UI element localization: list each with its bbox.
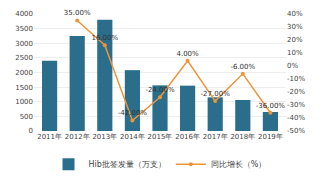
svg-text:0: 0 (29, 127, 33, 135)
svg-text:2000: 2000 (15, 69, 33, 77)
svg-text:20%: 20% (287, 36, 303, 44)
svg-text:2016年: 2016年 (175, 133, 200, 141)
svg-text:10%: 10% (287, 49, 303, 57)
svg-text:-30%: -30% (287, 101, 305, 109)
svg-text:-27.00%: -27.00% (201, 90, 231, 98)
svg-text:2014年: 2014年 (120, 133, 145, 141)
svg-text:-40%: -40% (287, 114, 305, 122)
svg-text:2011年: 2011年 (37, 133, 62, 141)
svg-text:-6.00%: -6.00% (230, 63, 255, 71)
svg-text:-10%: -10% (287, 75, 305, 83)
svg-text:4000: 4000 (15, 10, 33, 18)
svg-text:30%: 30% (287, 23, 303, 31)
svg-text:-36.00%: -36.00% (256, 102, 286, 110)
svg-text:2018年: 2018年 (230, 133, 255, 141)
svg-text:Hib批签发量（万支）: Hib批签发量（万支） (89, 160, 166, 169)
svg-text:-20%: -20% (287, 88, 305, 96)
svg-text:同比增长（%）: 同比增长（%） (211, 160, 267, 169)
svg-text:-42.00%: -42.00% (118, 109, 148, 117)
svg-text:2500: 2500 (15, 54, 33, 62)
svg-text:1000: 1000 (15, 98, 33, 106)
svg-text:35.00%: 35.00% (64, 9, 91, 17)
svg-text:4.00%: 4.00% (176, 50, 199, 58)
svg-text:0%: 0% (287, 62, 298, 70)
svg-text:-24.00%: -24.00% (145, 86, 175, 94)
svg-text:2019年: 2019年 (258, 133, 283, 141)
svg-text:40%: 40% (287, 10, 303, 18)
svg-text:2013年: 2013年 (92, 133, 117, 141)
svg-text:500: 500 (20, 113, 33, 121)
svg-text:2017年: 2017年 (203, 133, 228, 141)
svg-text:3000: 3000 (15, 40, 33, 48)
svg-text:16.00%: 16.00% (91, 34, 118, 42)
svg-text:3500: 3500 (15, 25, 33, 33)
svg-text:-50%: -50% (287, 127, 305, 135)
svg-text:1500: 1500 (15, 84, 33, 92)
svg-text:2012年: 2012年 (65, 133, 90, 141)
svg-text:2015年: 2015年 (148, 133, 173, 141)
